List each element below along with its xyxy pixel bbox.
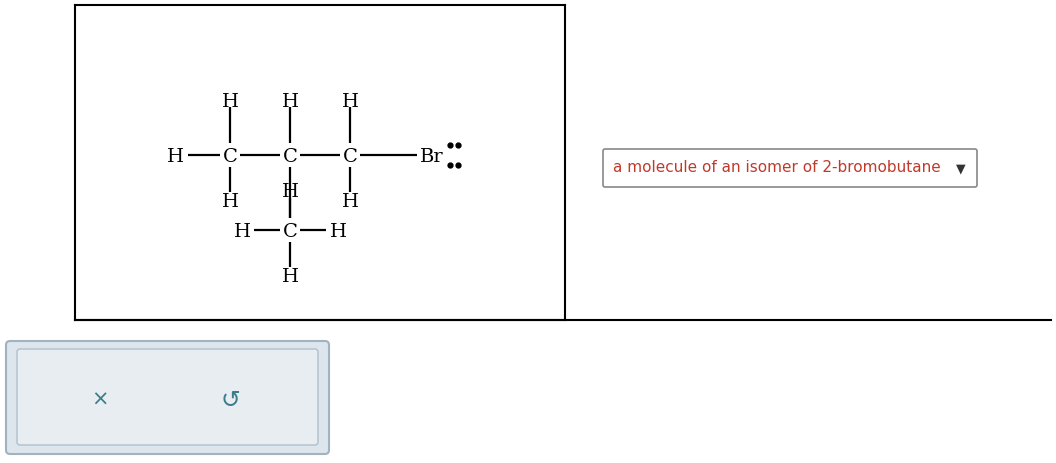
Text: H: H — [329, 223, 346, 241]
Text: Br: Br — [420, 148, 444, 166]
Text: H: H — [167, 148, 184, 166]
Text: ▼: ▼ — [956, 163, 966, 175]
Text: H: H — [233, 223, 250, 241]
Text: C: C — [283, 223, 298, 241]
Text: C: C — [223, 148, 238, 166]
Text: C: C — [342, 148, 357, 166]
Text: H: H — [282, 268, 299, 286]
Text: ↺: ↺ — [220, 388, 240, 412]
Text: H: H — [341, 193, 358, 211]
Text: H: H — [222, 193, 239, 211]
Text: ×: × — [91, 390, 109, 410]
Text: C: C — [283, 148, 298, 166]
Text: H: H — [282, 93, 299, 111]
Text: H: H — [282, 183, 299, 201]
FancyBboxPatch shape — [6, 341, 329, 454]
Text: H: H — [222, 93, 239, 111]
Text: a molecule of an isomer of 2-bromobutane: a molecule of an isomer of 2-bromobutane — [612, 161, 941, 175]
Text: H: H — [341, 93, 358, 111]
FancyBboxPatch shape — [17, 349, 318, 445]
